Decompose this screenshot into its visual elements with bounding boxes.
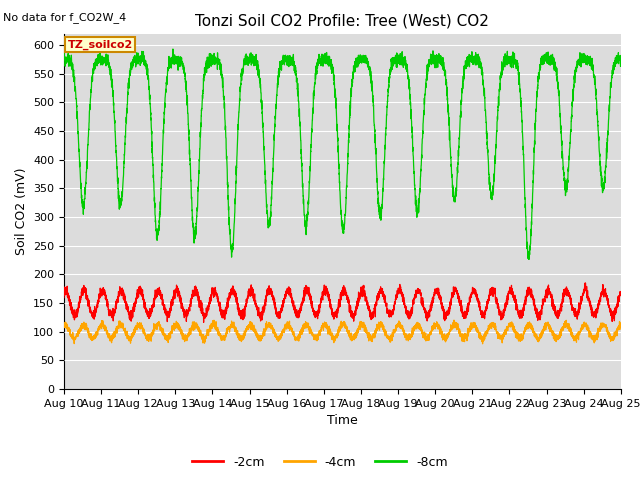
- Text: TZ_soilco2: TZ_soilco2: [68, 39, 133, 49]
- Legend: -2cm, -4cm, -8cm: -2cm, -4cm, -8cm: [187, 451, 453, 474]
- Title: Tonzi Soil CO2 Profile: Tree (West) CO2: Tonzi Soil CO2 Profile: Tree (West) CO2: [195, 13, 490, 28]
- X-axis label: Time: Time: [327, 414, 358, 427]
- Text: No data for f_CO2W_4: No data for f_CO2W_4: [3, 12, 127, 23]
- Y-axis label: Soil CO2 (mV): Soil CO2 (mV): [15, 168, 28, 255]
